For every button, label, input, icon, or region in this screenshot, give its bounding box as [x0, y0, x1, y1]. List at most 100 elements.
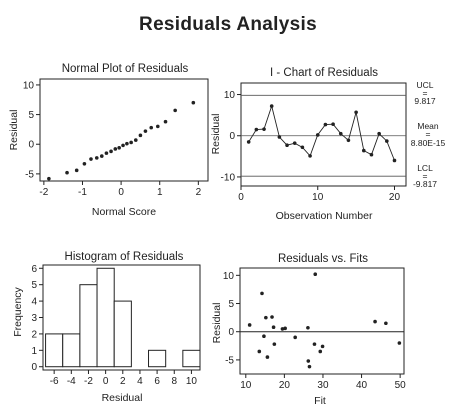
y-tick-label: 3: [31, 313, 37, 324]
data-point: [306, 325, 310, 330]
x-tick-label: 0: [238, 192, 244, 203]
normal-plot-y-axis: -5 0 5 10: [23, 80, 40, 180]
x-tick-label: 2: [120, 376, 126, 387]
data-point: [246, 140, 251, 144]
data-point: [338, 131, 343, 136]
data-point: [369, 152, 374, 157]
x-tick-label: 10: [312, 192, 324, 203]
histogram-xlabel: Residual: [102, 392, 143, 404]
data-point: [121, 143, 125, 148]
data-point: [306, 359, 311, 363]
histogram-bar: [79, 284, 98, 368]
lcl-label: LCL: [417, 163, 433, 173]
x-tick-label: 30: [317, 380, 329, 391]
data-point: [94, 156, 99, 160]
y-tick-label: 0: [229, 131, 235, 142]
y-tick-label: -5: [25, 169, 34, 180]
data-point: [285, 143, 289, 148]
x-tick-label: 0: [118, 187, 124, 198]
histogram-title: Histogram of Residuals: [65, 251, 184, 263]
x-tick-label: 20: [279, 380, 291, 391]
x-tick-label: -4: [67, 376, 76, 387]
ucl-label: UCL: [416, 80, 433, 90]
histogram-ylabel: Frequency: [12, 286, 24, 336]
x-tick-label: 4: [137, 376, 143, 387]
data-point: [254, 127, 259, 132]
histogram-bar: [96, 267, 115, 368]
x-tick-label: 1: [157, 187, 163, 198]
data-point: [277, 135, 282, 139]
y-tick-label: -5: [225, 355, 234, 366]
i-chart-frame: [240, 82, 407, 187]
histogram-y-axis: 0 1 2 3 4 5 6: [31, 264, 43, 373]
data-point: [361, 148, 366, 153]
mean-eq: =: [426, 129, 431, 139]
histogram-bar: [182, 349, 201, 368]
data-point: [247, 323, 252, 327]
mean-annotation: Mean = 8.80E-15: [411, 121, 446, 148]
histogram-x-axis: -6 -4 -2 0 2 4 6 8 10: [50, 370, 198, 387]
x-tick-label: 8: [171, 376, 177, 387]
x-tick-label: 10: [240, 380, 252, 391]
x-tick-label: 2: [196, 187, 202, 198]
normal-plot-xlabel: Normal Score: [92, 206, 156, 218]
data-point: [191, 100, 196, 105]
data-point: [323, 122, 328, 127]
data-point: [373, 319, 377, 324]
ucl-value: 9.817: [414, 96, 436, 106]
page-title: Residuals Analysis: [139, 14, 317, 35]
data-point: [320, 344, 325, 349]
x-tick-label: -6: [50, 376, 59, 387]
ucl-annotation: UCL = 9.817: [414, 80, 436, 106]
data-point: [265, 355, 270, 359]
x-tick-label: 20: [389, 192, 401, 203]
x-tick-label: -1: [78, 187, 87, 198]
y-tick-label: 5: [28, 110, 34, 121]
ucl-eq: =: [423, 88, 428, 98]
data-point: [260, 291, 264, 296]
i-chart-x-axis: 0 10 20: [238, 186, 400, 203]
data-point: [113, 147, 118, 151]
normal-plot-ylabel: Residual: [8, 110, 20, 151]
lcl-annotation: LCL = -9.817: [413, 163, 437, 189]
data-point: [143, 129, 148, 133]
data-point: [354, 110, 358, 115]
lcl-value: -9.817: [413, 179, 437, 189]
data-point: [163, 119, 168, 124]
data-point: [149, 125, 154, 130]
resid-vs-fits-frame: [239, 267, 405, 375]
normal-plot-title: Normal Plot of Residuals: [62, 63, 189, 75]
i-chart-y-axis: -10 0 10: [221, 90, 241, 183]
data-point: [47, 176, 51, 181]
data-point: [280, 327, 285, 331]
data-point: [125, 141, 129, 146]
data-point: [173, 108, 177, 113]
resid-vs-fits-ylabel: Residual: [211, 303, 223, 344]
x-tick-label: 6: [154, 376, 160, 387]
data-point: [262, 127, 266, 131]
data-point: [397, 341, 402, 345]
data-point: [293, 335, 297, 340]
y-tick-label: 10: [223, 271, 235, 282]
y-tick-label: -10: [221, 172, 236, 183]
y-tick-label: 1: [31, 346, 37, 357]
data-point: [89, 157, 93, 161]
data-point: [318, 349, 323, 354]
data-point: [65, 170, 69, 175]
resid-vs-fits-xlabel: Fit: [314, 395, 326, 407]
data-point: [257, 349, 262, 354]
data-point: [384, 321, 388, 326]
y-tick-label: 5: [31, 280, 37, 291]
data-point: [315, 133, 320, 137]
data-point: [129, 140, 133, 145]
data-point: [74, 168, 79, 173]
data-point: [155, 124, 160, 129]
normal-plot-frame: [39, 78, 209, 182]
data-point: [312, 342, 317, 346]
histogram-bar: [148, 349, 167, 368]
x-tick-label: 10: [186, 376, 198, 387]
data-point: [392, 158, 397, 163]
i-chart-series: [246, 104, 397, 163]
